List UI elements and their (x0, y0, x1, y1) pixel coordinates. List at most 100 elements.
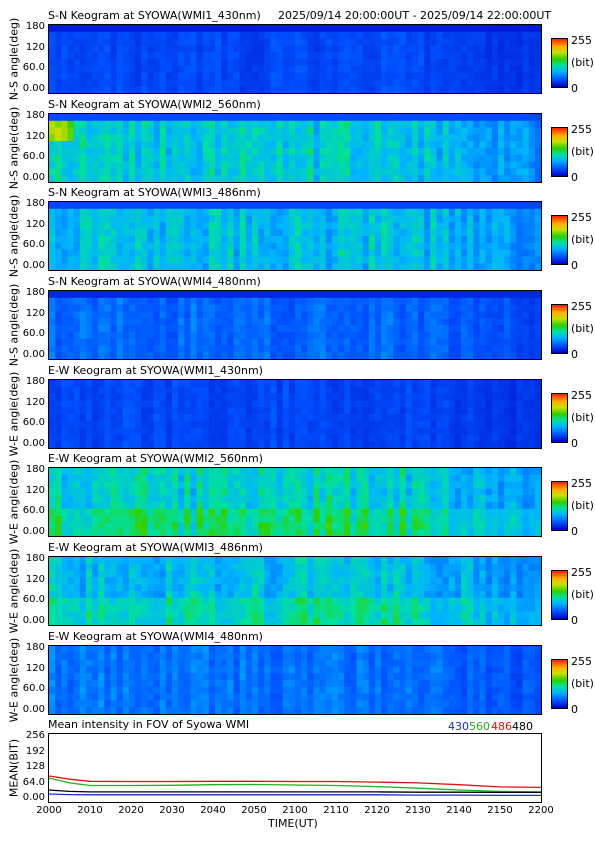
keogram-3-cell (448, 256, 456, 264)
keogram-2-cell (178, 120, 185, 128)
keogram-6-cell (178, 481, 185, 489)
keogram-6-cell (282, 481, 290, 489)
keogram-2-cell (85, 161, 93, 169)
keogram-2-cell (288, 148, 296, 156)
keogram-3-cell (362, 242, 370, 250)
keogram-3-cell (147, 215, 154, 223)
keogram-3-cell (221, 242, 228, 250)
keogram-4-cell (295, 331, 302, 339)
keogram-3-cell (319, 215, 327, 223)
keogram-2-cell (178, 114, 185, 122)
keogram-6-cell (190, 515, 197, 523)
keogram-3-cell (135, 256, 142, 264)
keogram-5-cell (411, 380, 419, 388)
keogram-1-cell (295, 31, 302, 39)
keogram-6-cell (159, 515, 167, 523)
keogram-5-cell (479, 427, 487, 435)
keogram-6-cell (92, 468, 99, 476)
keogram-2-cell (49, 141, 56, 149)
keogram-2-ytick: 180 (25, 110, 45, 121)
keogram-5-cell (325, 380, 333, 388)
keogram-1-cell (49, 79, 56, 87)
keogram-5-cell (239, 380, 247, 388)
keogram-4-ytick: 60.0 (22, 328, 45, 340)
keogram-5-cell (381, 427, 388, 435)
keogram-5-cell (98, 393, 105, 401)
keogram-4-cell (258, 331, 265, 339)
keogram-6-cell (436, 508, 443, 516)
keogram-5-cell (251, 380, 259, 388)
keogram-6-cell (295, 529, 302, 536)
keogram-6-ytick: 120 (25, 484, 45, 496)
keogram-2-cell (282, 161, 290, 169)
keogram-5-cell (479, 434, 487, 442)
keogram-4-cell (454, 325, 462, 333)
keogram-4-cell (190, 338, 197, 346)
keogram-6-cell (381, 515, 388, 523)
keogram-1-cell (497, 72, 505, 80)
keogram-5-cell (350, 400, 357, 408)
keogram-6-cell (301, 481, 308, 489)
keogram-3-cell (399, 263, 407, 270)
keogram-4-cell (479, 291, 487, 299)
keogram-2-cell (362, 127, 370, 135)
keogram-5-cell (116, 414, 124, 422)
keogram-6-cell (172, 474, 179, 482)
keogram-3-cell (381, 263, 388, 270)
keogram-3-cell (430, 229, 437, 237)
keogram-6-cell (270, 502, 277, 510)
keogram-2-cell (534, 134, 541, 142)
keogram-6-cell (497, 495, 505, 503)
keogram-4-cell (202, 311, 210, 319)
keogram-5-cell (534, 427, 541, 435)
keogram-1-cell (497, 86, 505, 93)
keogram-4-cell (295, 352, 302, 359)
keogram-5-cell (288, 400, 296, 408)
keogram-6-cell (325, 481, 333, 489)
keogram-4-cell (288, 325, 296, 333)
keogram-6-cell (381, 481, 388, 489)
keogram-5-cell (282, 386, 290, 394)
keogram-6-cell (147, 474, 154, 482)
keogram-2-cell (202, 161, 210, 169)
keogram-5-cell (325, 441, 333, 448)
keogram-4-cell (411, 338, 419, 346)
keogram-1-cell (454, 31, 462, 39)
keogram-2-cell (356, 168, 364, 176)
keogram-3-title: S-N Keogram at SYOWA(WMI3_486nm) (48, 186, 261, 199)
keogram-1-cell (49, 45, 56, 53)
keogram-6-cell (122, 522, 130, 530)
keogram-3-cell (307, 242, 314, 250)
keogram-6-cell (485, 468, 493, 476)
keogram-2-cell (61, 114, 68, 122)
keogram-1-cell (245, 86, 253, 93)
keogram-3-cell (251, 222, 259, 230)
keogram-4-cell (251, 297, 259, 305)
keogram-3-cell (239, 242, 247, 250)
keogram-6-cell (215, 495, 222, 503)
keogram-4-cell (79, 291, 87, 299)
keogram-1-cell (55, 25, 62, 33)
keogram-2-cell (67, 141, 74, 149)
keogram-6-cell (436, 495, 443, 503)
keogram-6-cell (208, 474, 216, 482)
keogram-1-cell (227, 86, 234, 93)
keogram-2-cell (454, 161, 462, 169)
keogram-1-cell (504, 45, 511, 53)
keogram-6-cell (116, 474, 124, 482)
keogram-1-cell (147, 72, 154, 80)
keogram-2-cell (141, 134, 148, 142)
keogram-6-cell (411, 502, 419, 510)
keogram-1-cell (436, 79, 443, 87)
keogram-2-cell (141, 148, 148, 156)
keogram-3-cell (528, 202, 536, 210)
keogram-4-cell (73, 325, 81, 333)
keogram-6-cell (190, 468, 197, 476)
keogram-6-cell (270, 495, 277, 503)
keogram-1-cell (430, 86, 437, 93)
keogram-1-cell (116, 86, 124, 93)
keogram-1-cell (338, 31, 345, 39)
keogram-1-cell (399, 38, 407, 46)
keogram-5-cell (184, 434, 191, 442)
keogram-4-cell (282, 318, 290, 326)
